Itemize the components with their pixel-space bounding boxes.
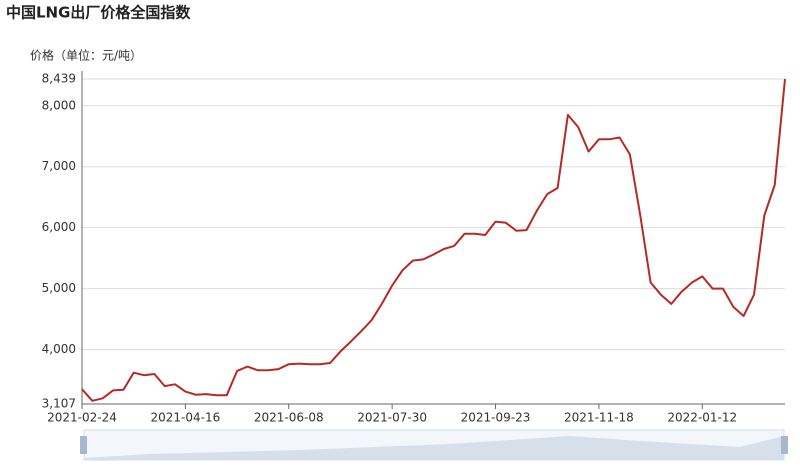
y-tick-label: 6,000	[42, 220, 76, 234]
zoom-handle[interactable]	[80, 436, 87, 454]
y-tick-label: 8,439	[42, 72, 76, 86]
y-tick-label: 7,000	[42, 159, 76, 173]
x-tick-label: 2021-09-23	[461, 411, 531, 425]
chart-title: 中国LNG出厂价格全国指数	[6, 4, 191, 22]
y-tick-label: 3,107	[42, 397, 76, 411]
x-tick-label: 2021-11-18	[564, 411, 634, 425]
y-tick-label: 8,000	[42, 98, 76, 112]
x-tick-label: 2022-01-12	[667, 411, 737, 425]
y-tick-label: 4,000	[42, 342, 76, 356]
x-tick-label: 2021-02-24	[47, 411, 117, 425]
x-tick-label: 2021-04-16	[151, 411, 221, 425]
zoom-handle[interactable]	[781, 436, 788, 454]
y-axis-title: 价格（单位：元/吨）	[30, 48, 142, 63]
y-tick-label: 5,000	[42, 281, 76, 295]
x-tick-label: 2021-06-08	[254, 411, 324, 425]
data-line	[81, 78, 786, 402]
x-tick-label: 2021-07-30	[357, 411, 427, 425]
zoom-preview	[84, 436, 784, 460]
data-zoom[interactable]	[80, 429, 788, 461]
